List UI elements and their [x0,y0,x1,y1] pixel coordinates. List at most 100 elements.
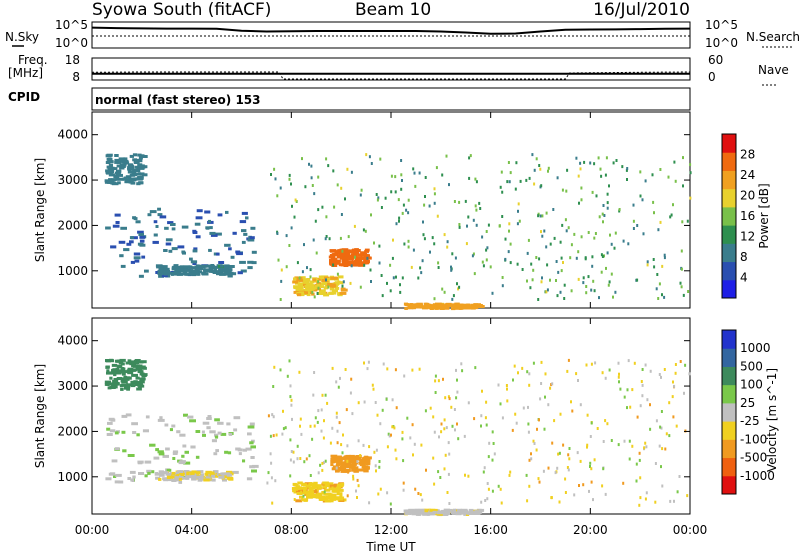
power-cell [478,201,481,205]
power-cell [250,226,256,230]
power-cell [435,166,438,170]
x-tick-label: 16:00 [473,523,508,537]
velocity-cell [341,457,347,461]
velocity-cell [324,499,332,503]
velocity-y-tick-label: 4000 [57,334,88,348]
power-cell [379,157,382,161]
velocity-cell [282,427,285,431]
velocity-cell [321,393,324,397]
velocity-cell [409,436,412,440]
power-cell [598,215,601,219]
velocity-cell [275,433,278,437]
velocity-cell [590,480,593,484]
velocity-cell [186,472,190,476]
power-cell [129,154,134,158]
velocity-cell [639,476,642,480]
power-cell [114,154,119,157]
power-cell [525,178,528,182]
velocity-cell [271,501,274,505]
velocity-cell [362,456,368,460]
power-cell [364,254,370,258]
velocity-cell [313,424,316,428]
velocity-cell [468,511,473,515]
power-cell [370,162,373,165]
velocity-cell [674,371,677,375]
velocity-cell [530,452,532,456]
power-cell [622,239,625,243]
power-cell [118,240,126,244]
power-cell [407,198,410,202]
velocity-cell [183,413,188,417]
power-cell [589,161,592,165]
velocity-cell [506,399,509,403]
power-cell [399,283,401,287]
velocity-cell [378,465,381,469]
velocity-cell [550,383,553,387]
power-cell [686,219,689,223]
power-cell [552,208,555,211]
velocity-cell [324,484,331,488]
power-cell [330,257,338,261]
power-cell [137,242,144,246]
power-cell [390,174,393,178]
velocity-cell [321,491,325,494]
velocity-cell [284,426,287,430]
power-cell [313,192,316,196]
power-cell [122,177,127,181]
velocity-cell [437,379,440,383]
power-cell [429,307,434,310]
velocity-cell [251,439,255,443]
power-cell [196,264,200,268]
power-cell [351,260,357,264]
velocity-cell [460,362,463,366]
velocity-cell [538,418,540,422]
power-cell [361,251,366,255]
velocity-cell [316,420,319,424]
velocity-cell [352,467,356,471]
power-cell [405,303,412,307]
power-colorbar-swatch [722,188,736,208]
power-cell [273,167,276,171]
velocity-cell [267,471,270,475]
velocity-cell [203,478,210,482]
power-cell [360,188,363,192]
power-cell [117,177,124,181]
velocity-cell [322,481,329,485]
velocity-cell [592,498,594,502]
velocity-cell [126,383,134,387]
velocity-cell [137,461,143,465]
velocity-cell [159,473,165,477]
power-cell [470,303,475,307]
power-cell [538,257,541,261]
velocity-cell [163,471,169,475]
power-cell [138,164,145,168]
velocity-cell [185,476,190,480]
power-cell [179,265,185,269]
power-cell [689,163,692,167]
power-cell [615,159,618,162]
power-cell [632,227,635,230]
velocity-cell [130,380,136,384]
velocity-cell [279,368,282,372]
power-cell [353,224,356,228]
power-cell [219,264,224,268]
velocity-cell [556,466,559,470]
velocity-cell [205,470,212,474]
power-cell [458,200,461,204]
power-cell [602,220,604,224]
velocity-cell [309,482,313,485]
power-cell [541,234,544,238]
power-cell [129,180,134,184]
velocity-cell [146,469,152,473]
power-cell [105,226,111,230]
velocity-cell [557,452,560,456]
velocity-cell [540,382,543,385]
power-cell [378,244,381,248]
power-cell [332,253,338,256]
power-cell [130,260,135,264]
velocity-colorbar-tick-label: -500 [740,451,767,465]
velocity-cell [575,372,578,376]
velocity-cell [663,368,666,371]
velocity-cell [331,426,334,430]
velocity-cell [144,460,152,464]
